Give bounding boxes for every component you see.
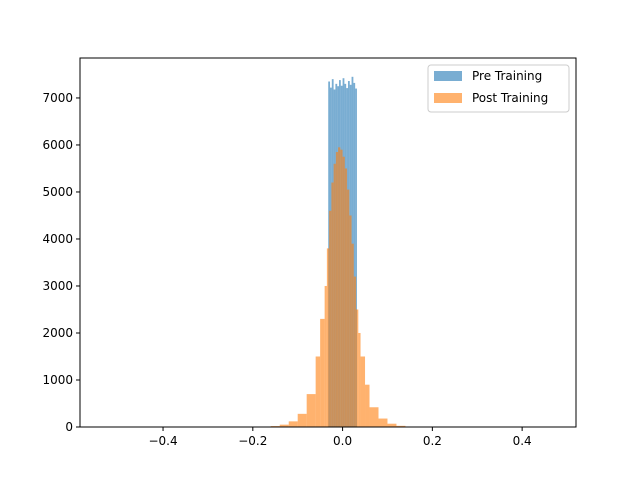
y-tick-label: 0 xyxy=(65,420,73,434)
histogram-bar xyxy=(327,248,329,427)
histogram-bar xyxy=(316,356,320,427)
histogram-bar xyxy=(331,183,333,427)
x-tick-label: 0.2 xyxy=(423,434,442,448)
y-tick-label: 1000 xyxy=(42,373,73,387)
histogram-bar xyxy=(354,277,356,427)
histogram-bar xyxy=(361,356,365,427)
histogram-bar xyxy=(347,190,349,427)
y-tick-label: 4000 xyxy=(42,232,73,246)
legend-swatch xyxy=(434,71,462,81)
y-tick-label: 7000 xyxy=(42,91,73,105)
legend-label: Post Training xyxy=(472,91,548,105)
histogram-bar xyxy=(378,419,387,427)
histogram-bar xyxy=(358,333,360,427)
legend-swatch xyxy=(434,93,462,103)
y-axis: 0 1000 2000 3000 4000 5000 6000 7000 xyxy=(42,91,80,434)
series-post-training xyxy=(271,147,415,427)
histogram-bar xyxy=(334,164,336,427)
histogram-bar xyxy=(320,319,324,427)
histogram-bar xyxy=(370,407,379,427)
x-tick-label: −0.4 xyxy=(148,434,177,448)
histogram-bar xyxy=(343,157,345,427)
legend-label: Pre Training xyxy=(472,69,542,83)
histogram-bar xyxy=(338,147,340,427)
histogram-bar xyxy=(298,414,307,427)
histogram-bar xyxy=(340,150,342,427)
y-tick-label: 5000 xyxy=(42,185,73,199)
x-axis: −0.4 −0.2 0.0 0.2 0.4 xyxy=(148,427,531,448)
x-tick-label: 0.4 xyxy=(513,434,532,448)
histogram-bar xyxy=(329,211,331,427)
y-tick-label: 3000 xyxy=(42,279,73,293)
y-tick-label: 2000 xyxy=(42,326,73,340)
histogram-bar xyxy=(349,215,351,427)
bars-layer xyxy=(271,77,415,427)
y-tick-label: 6000 xyxy=(42,138,73,152)
x-tick-label: 0.0 xyxy=(333,434,352,448)
histogram-bar xyxy=(307,394,316,427)
legend: Pre Training Post Training xyxy=(428,65,569,112)
histogram-bar xyxy=(325,286,327,427)
histogram-bar xyxy=(365,385,369,427)
x-tick-label: −0.2 xyxy=(238,434,267,448)
histogram-bar xyxy=(356,309,358,427)
histogram-bar xyxy=(345,168,347,427)
histogram-bar xyxy=(352,244,354,427)
histogram-bar xyxy=(336,152,338,427)
histogram-bar xyxy=(289,421,298,427)
